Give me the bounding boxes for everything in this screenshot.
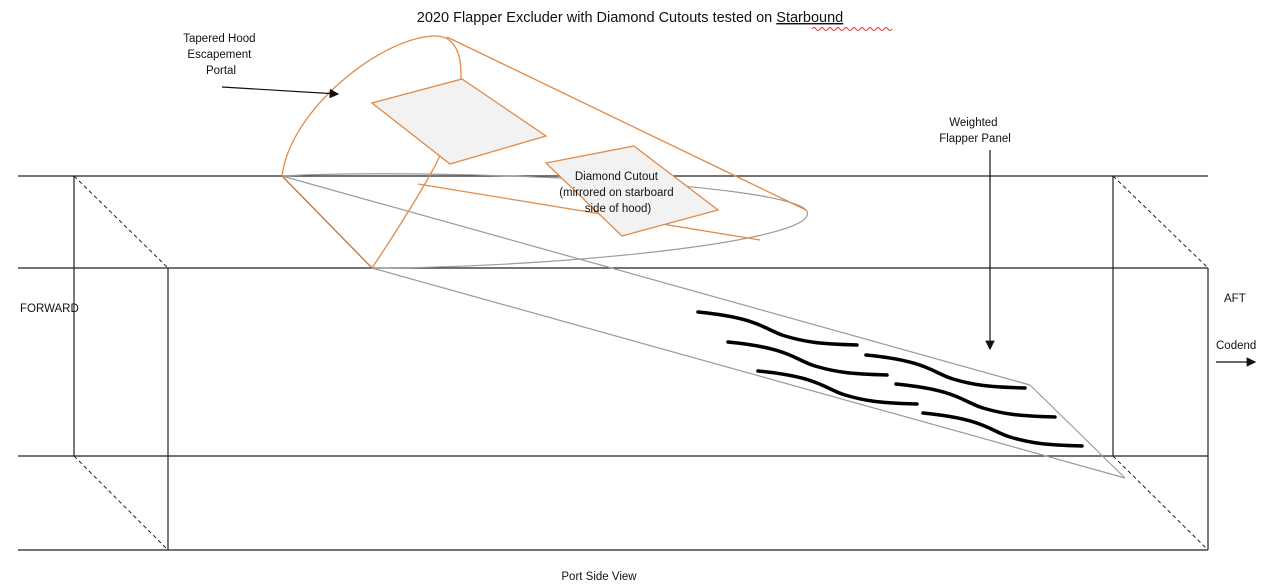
aft-bottom-diagonal — [1112, 455, 1209, 551]
aft-label: AFT — [1224, 293, 1246, 305]
hood-label: Tapered Hood Escapement Portal — [183, 33, 258, 77]
flapper-label-line-2: Flapper Panel — [939, 133, 1011, 145]
hood-label-line-3: Portal — [206, 65, 236, 77]
weight-6 — [921, 411, 1084, 448]
diamond-label-line-2: (mirrored on starboard — [559, 187, 673, 199]
spellcheck-underline — [811, 27, 893, 31]
hood-front-arc — [281, 35, 462, 269]
flapper-label-line-1: Weighted — [949, 117, 997, 129]
forward-top-diagonal — [73, 175, 169, 269]
diamond-label-line-1: Diamond Cutout — [575, 171, 659, 183]
forward-bottom-diagonal — [73, 455, 169, 551]
diagram-title: 2020 Flapper Excluder with Diamond Cutou… — [417, 10, 843, 26]
diamond-cutout-upper — [370, 78, 548, 165]
forward-label: FORWARD — [20, 303, 79, 315]
diamond-cutout-lower — [544, 145, 720, 237]
flapper-label: Weighted Flapper Panel — [939, 117, 1011, 145]
view-label: Port Side View — [561, 571, 637, 583]
weights — [696, 310, 1084, 448]
title-vessel: Starbound — [776, 10, 843, 26]
title-prefix: 2020 Flapper Excluder with Diamond Cutou… — [417, 10, 776, 26]
hood-pointer-arrow — [221, 86, 340, 99]
weight-2 — [726, 340, 889, 377]
hood-label-line-2: Escapement — [187, 49, 252, 61]
net-frame — [18, 175, 1209, 551]
weight-3 — [756, 369, 919, 406]
panel-end-edge — [1029, 384, 1126, 479]
diamond-label-line-3: side of hood) — [585, 203, 652, 215]
weight-1 — [696, 310, 859, 347]
weight-5 — [894, 382, 1057, 419]
diamond-cutout-label: Diamond Cutout (mirrored on starboard si… — [559, 171, 677, 215]
panel-top-edge — [281, 175, 1031, 386]
codend-label: Codend — [1216, 340, 1256, 352]
hood-top-taper — [446, 36, 807, 211]
panel-bottom-edge — [371, 267, 1126, 479]
hood-inner-taper — [417, 183, 761, 241]
perspective-lines — [73, 175, 1209, 551]
aft-top-diagonal — [1112, 175, 1209, 269]
hood-lower-left-edge — [281, 175, 373, 269]
tapered-hood — [281, 35, 807, 269]
hood-opening-ellipse — [281, 173, 809, 269]
weight-4 — [864, 353, 1027, 390]
hood-label-line-1: Tapered Hood — [183, 33, 255, 45]
